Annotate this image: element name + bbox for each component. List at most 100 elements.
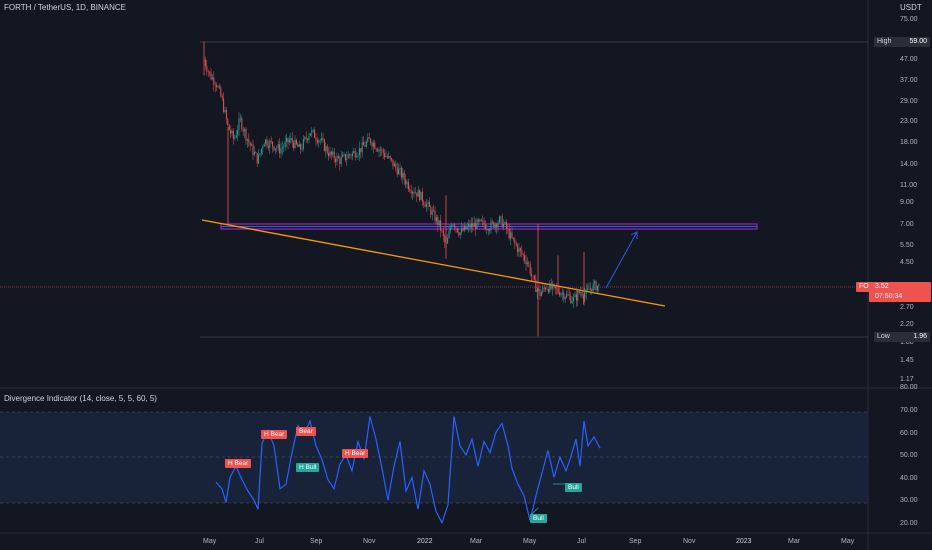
candle-body (363, 142, 365, 146)
candle-body (529, 264, 531, 274)
candle-body (309, 133, 311, 136)
candle-body (501, 216, 503, 228)
candle-body (505, 221, 507, 229)
price-tick-label: 1.45 (900, 357, 914, 365)
candle-body (378, 149, 380, 152)
candle-body (307, 138, 309, 140)
candle-body (286, 138, 288, 142)
candle-body (298, 144, 300, 148)
candle-body (420, 191, 422, 201)
candle-body (248, 139, 250, 143)
candle-body (209, 71, 211, 73)
price-tick-label: 1.17 (900, 376, 914, 383)
candle-body (462, 228, 464, 231)
candle-body (267, 145, 269, 148)
candle-body (361, 142, 363, 153)
candle-body (350, 155, 352, 157)
high-label: High (877, 38, 892, 45)
candle-body (547, 289, 549, 293)
candle-body (473, 223, 475, 227)
bear-divergence-label: Bear (296, 427, 316, 436)
candle-body (540, 292, 542, 297)
candle-body (426, 203, 428, 207)
candle-body (524, 255, 526, 261)
candle-body (448, 230, 450, 239)
candle-body (375, 148, 377, 150)
candle-body (241, 118, 243, 130)
candle-body (575, 294, 577, 301)
candle-body (326, 146, 328, 153)
bull-divergence-label: Bull (565, 483, 582, 492)
candle-body (304, 137, 306, 140)
candle-body (468, 224, 470, 227)
candle-body (483, 220, 485, 226)
candle-body (308, 135, 310, 140)
candle-body (221, 96, 223, 99)
candle-body (538, 288, 540, 290)
indicator-title[interactable]: Divergence Indicator (14, close, 5, 5, 6… (4, 394, 157, 403)
candle-body (542, 287, 544, 293)
time-tick-label: 2022 (417, 538, 433, 545)
high-value: 59.00 (909, 38, 927, 45)
candle-body (314, 129, 316, 139)
candle-body (491, 221, 493, 223)
candle-body (206, 65, 208, 72)
candle-body (455, 227, 457, 229)
candle-body (225, 109, 227, 119)
candle-body (585, 289, 587, 294)
price-tick-label: 37.00 (900, 77, 918, 85)
low-label: Low (877, 333, 890, 340)
bear-divergence-label: H Bear (342, 449, 369, 458)
candle-body (584, 293, 586, 298)
candle-body (442, 230, 444, 236)
candle-body (421, 191, 423, 202)
candle-body (531, 273, 533, 276)
candle-body (498, 216, 500, 223)
main-pane[interactable] (0, 0, 868, 388)
candle-body (364, 145, 366, 147)
indicator-tick-label: 60.00 (900, 429, 918, 437)
time-tick-label: Sep (629, 538, 642, 545)
candle-body (470, 223, 472, 228)
candle-body (469, 224, 471, 228)
candle-body (385, 156, 387, 157)
candle-body (577, 291, 579, 301)
candle-body (234, 137, 236, 139)
candle-body (381, 149, 383, 151)
candle-body (598, 283, 600, 286)
candle-body (224, 109, 226, 112)
price-tick-label: 7.00 (900, 221, 914, 229)
candle-body (507, 228, 509, 230)
indicator-tick-label: 30.00 (900, 497, 918, 505)
indicator-tick-label: 40.00 (900, 474, 918, 482)
projection-arrow[interactable] (605, 231, 638, 289)
candle-body (211, 77, 213, 80)
candle-body (342, 155, 344, 157)
candle-body (570, 296, 572, 304)
candle-body (260, 148, 262, 154)
candle-body (388, 156, 390, 158)
candle-body (427, 202, 429, 204)
projection-arrowhead (630, 231, 638, 239)
candle-body (568, 295, 570, 297)
candle-body (416, 192, 418, 197)
candle-body (235, 135, 237, 138)
candle-body (428, 202, 430, 207)
candle-body (372, 142, 374, 147)
last-price-tag: 3.52 07:50:34 (869, 282, 931, 302)
time-tick-label: May (203, 538, 217, 545)
price-tick-label: 75.00 (900, 16, 918, 23)
candle-body (503, 223, 505, 228)
candle-body (281, 147, 283, 149)
candle-body (406, 181, 408, 185)
candle-body (430, 206, 432, 215)
candle-body (482, 220, 484, 222)
descending-trendline[interactable] (201, 219, 666, 307)
candle-body (479, 219, 481, 222)
candle-body (553, 283, 555, 286)
candle-body (472, 223, 474, 227)
indicator-tick-label: 70.00 (900, 407, 918, 414)
bull-divergence-label: Bull (530, 514, 547, 523)
candle-body (536, 289, 538, 292)
